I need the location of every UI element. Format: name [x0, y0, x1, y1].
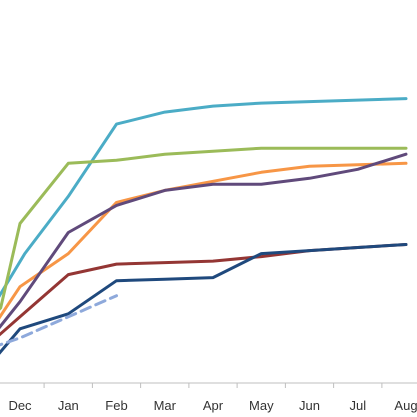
series-line-6 [0, 243, 408, 355]
x-tick-label-jun: Jun [299, 398, 320, 413]
series-line-4 [0, 152, 408, 330]
x-tick-label-jul: Jul [349, 398, 366, 413]
x-tick-label-dec: Dec [8, 398, 32, 413]
x-axis: Dec Jan Feb Mar Apr May Jun Jul Aug [0, 382, 417, 413]
x-tick-label-aug: Aug [394, 398, 417, 413]
series-line-1 [0, 97, 408, 298]
x-tick-label-apr: Apr [203, 398, 224, 413]
series-line-7 [0, 294, 118, 347]
x-tick-label-jan: Jan [58, 398, 79, 413]
x-tick-label-mar: Mar [154, 398, 177, 413]
series-line-5 [0, 243, 408, 337]
x-tick-label-may: May [249, 398, 274, 413]
series-line-3 [0, 161, 408, 320]
x-tick-label-feb: Feb [105, 398, 127, 413]
series-layer [0, 97, 408, 355]
series-line-2 [0, 146, 408, 311]
